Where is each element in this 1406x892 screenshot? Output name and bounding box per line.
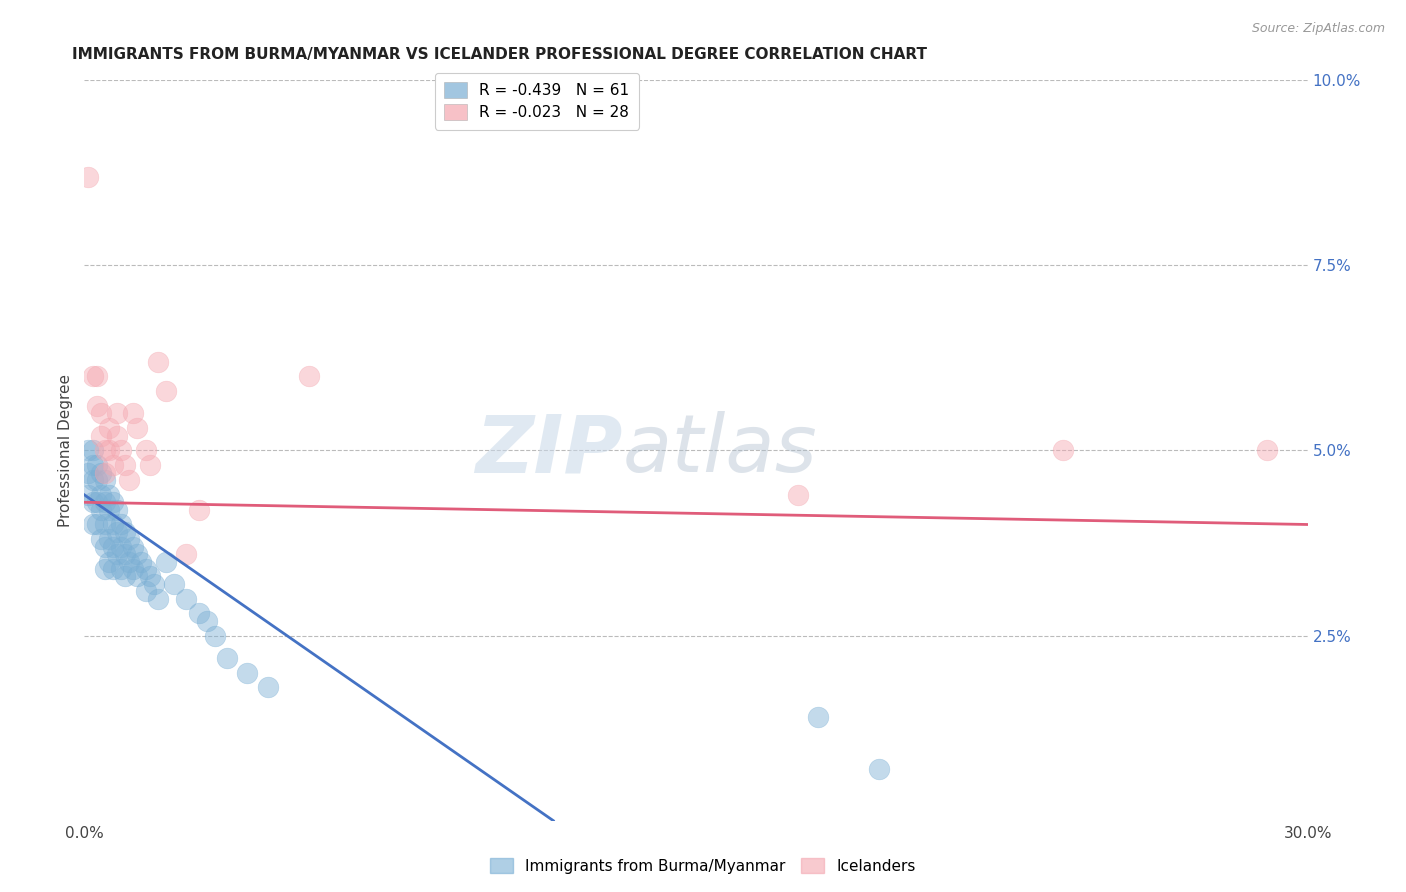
Point — [1256, 443, 1278, 458]
Point — [236, 665, 259, 680]
Y-axis label: Professional Degree: Professional Degree — [58, 374, 73, 527]
Point — [82, 473, 104, 487]
Point — [135, 443, 157, 458]
Point — [122, 407, 145, 421]
Point — [146, 591, 169, 606]
Point — [114, 547, 136, 561]
Point — [105, 524, 128, 539]
Point — [217, 650, 239, 665]
Point — [101, 517, 124, 532]
Point — [122, 562, 145, 576]
Point — [110, 540, 132, 554]
Text: IMMIGRANTS FROM BURMA/MYANMAR VS ICELANDER PROFESSIONAL DEGREE CORRELATION CHART: IMMIGRANTS FROM BURMA/MYANMAR VS ICELAND… — [72, 47, 927, 62]
Point — [77, 488, 100, 502]
Point — [77, 466, 100, 480]
Point — [101, 540, 124, 554]
Point — [1052, 443, 1074, 458]
Point — [131, 554, 153, 569]
Point — [105, 407, 128, 421]
Point — [787, 488, 810, 502]
Point — [82, 443, 104, 458]
Point — [174, 547, 197, 561]
Point — [118, 533, 141, 547]
Point — [93, 495, 115, 509]
Point — [105, 428, 128, 442]
Point — [142, 576, 165, 591]
Legend: Immigrants from Burma/Myanmar, Icelanders: Immigrants from Burma/Myanmar, Icelander… — [484, 852, 922, 880]
Point — [93, 540, 115, 554]
Point — [105, 547, 128, 561]
Point — [122, 540, 145, 554]
Point — [77, 169, 100, 184]
Point — [127, 547, 149, 561]
Point — [110, 517, 132, 532]
Point — [138, 458, 160, 473]
Point — [101, 562, 124, 576]
Point — [90, 466, 112, 480]
Point — [101, 458, 124, 473]
Point — [90, 428, 112, 442]
Text: Source: ZipAtlas.com: Source: ZipAtlas.com — [1251, 22, 1385, 36]
Point — [155, 384, 177, 399]
Point — [118, 554, 141, 569]
Point — [114, 569, 136, 583]
Point — [93, 562, 115, 576]
Point — [77, 443, 100, 458]
Point — [204, 628, 226, 642]
Point — [90, 502, 112, 516]
Point — [163, 576, 186, 591]
Point — [138, 569, 160, 583]
Point — [127, 421, 149, 435]
Point — [298, 369, 321, 384]
Point — [97, 502, 120, 516]
Point — [257, 681, 280, 695]
Point — [82, 458, 104, 473]
Point — [86, 399, 108, 413]
Point — [807, 710, 830, 724]
Point — [86, 458, 108, 473]
Point — [110, 562, 132, 576]
Point — [118, 473, 141, 487]
Point — [114, 524, 136, 539]
Point — [86, 369, 108, 384]
Point — [82, 369, 104, 384]
Point — [187, 502, 209, 516]
Point — [97, 488, 120, 502]
Point — [97, 443, 120, 458]
Point — [127, 569, 149, 583]
Point — [187, 607, 209, 621]
Point — [869, 762, 891, 776]
Point — [93, 443, 115, 458]
Point — [90, 488, 112, 502]
Point — [110, 443, 132, 458]
Point — [155, 554, 177, 569]
Text: ZIP: ZIP — [475, 411, 623, 490]
Point — [146, 354, 169, 368]
Point — [82, 517, 104, 532]
Point — [86, 473, 108, 487]
Point — [93, 466, 115, 480]
Point — [105, 502, 128, 516]
Point — [97, 533, 120, 547]
Point — [97, 554, 120, 569]
Point — [90, 407, 112, 421]
Point — [82, 495, 104, 509]
Legend: R = -0.439   N = 61, R = -0.023   N = 28: R = -0.439 N = 61, R = -0.023 N = 28 — [434, 73, 638, 129]
Point — [90, 533, 112, 547]
Point — [174, 591, 197, 606]
Point — [93, 517, 115, 532]
Text: atlas: atlas — [623, 411, 817, 490]
Point — [97, 421, 120, 435]
Point — [114, 458, 136, 473]
Point — [135, 584, 157, 599]
Point — [135, 562, 157, 576]
Point — [195, 614, 218, 628]
Point — [93, 473, 115, 487]
Point — [101, 495, 124, 509]
Point — [86, 517, 108, 532]
Point — [86, 495, 108, 509]
